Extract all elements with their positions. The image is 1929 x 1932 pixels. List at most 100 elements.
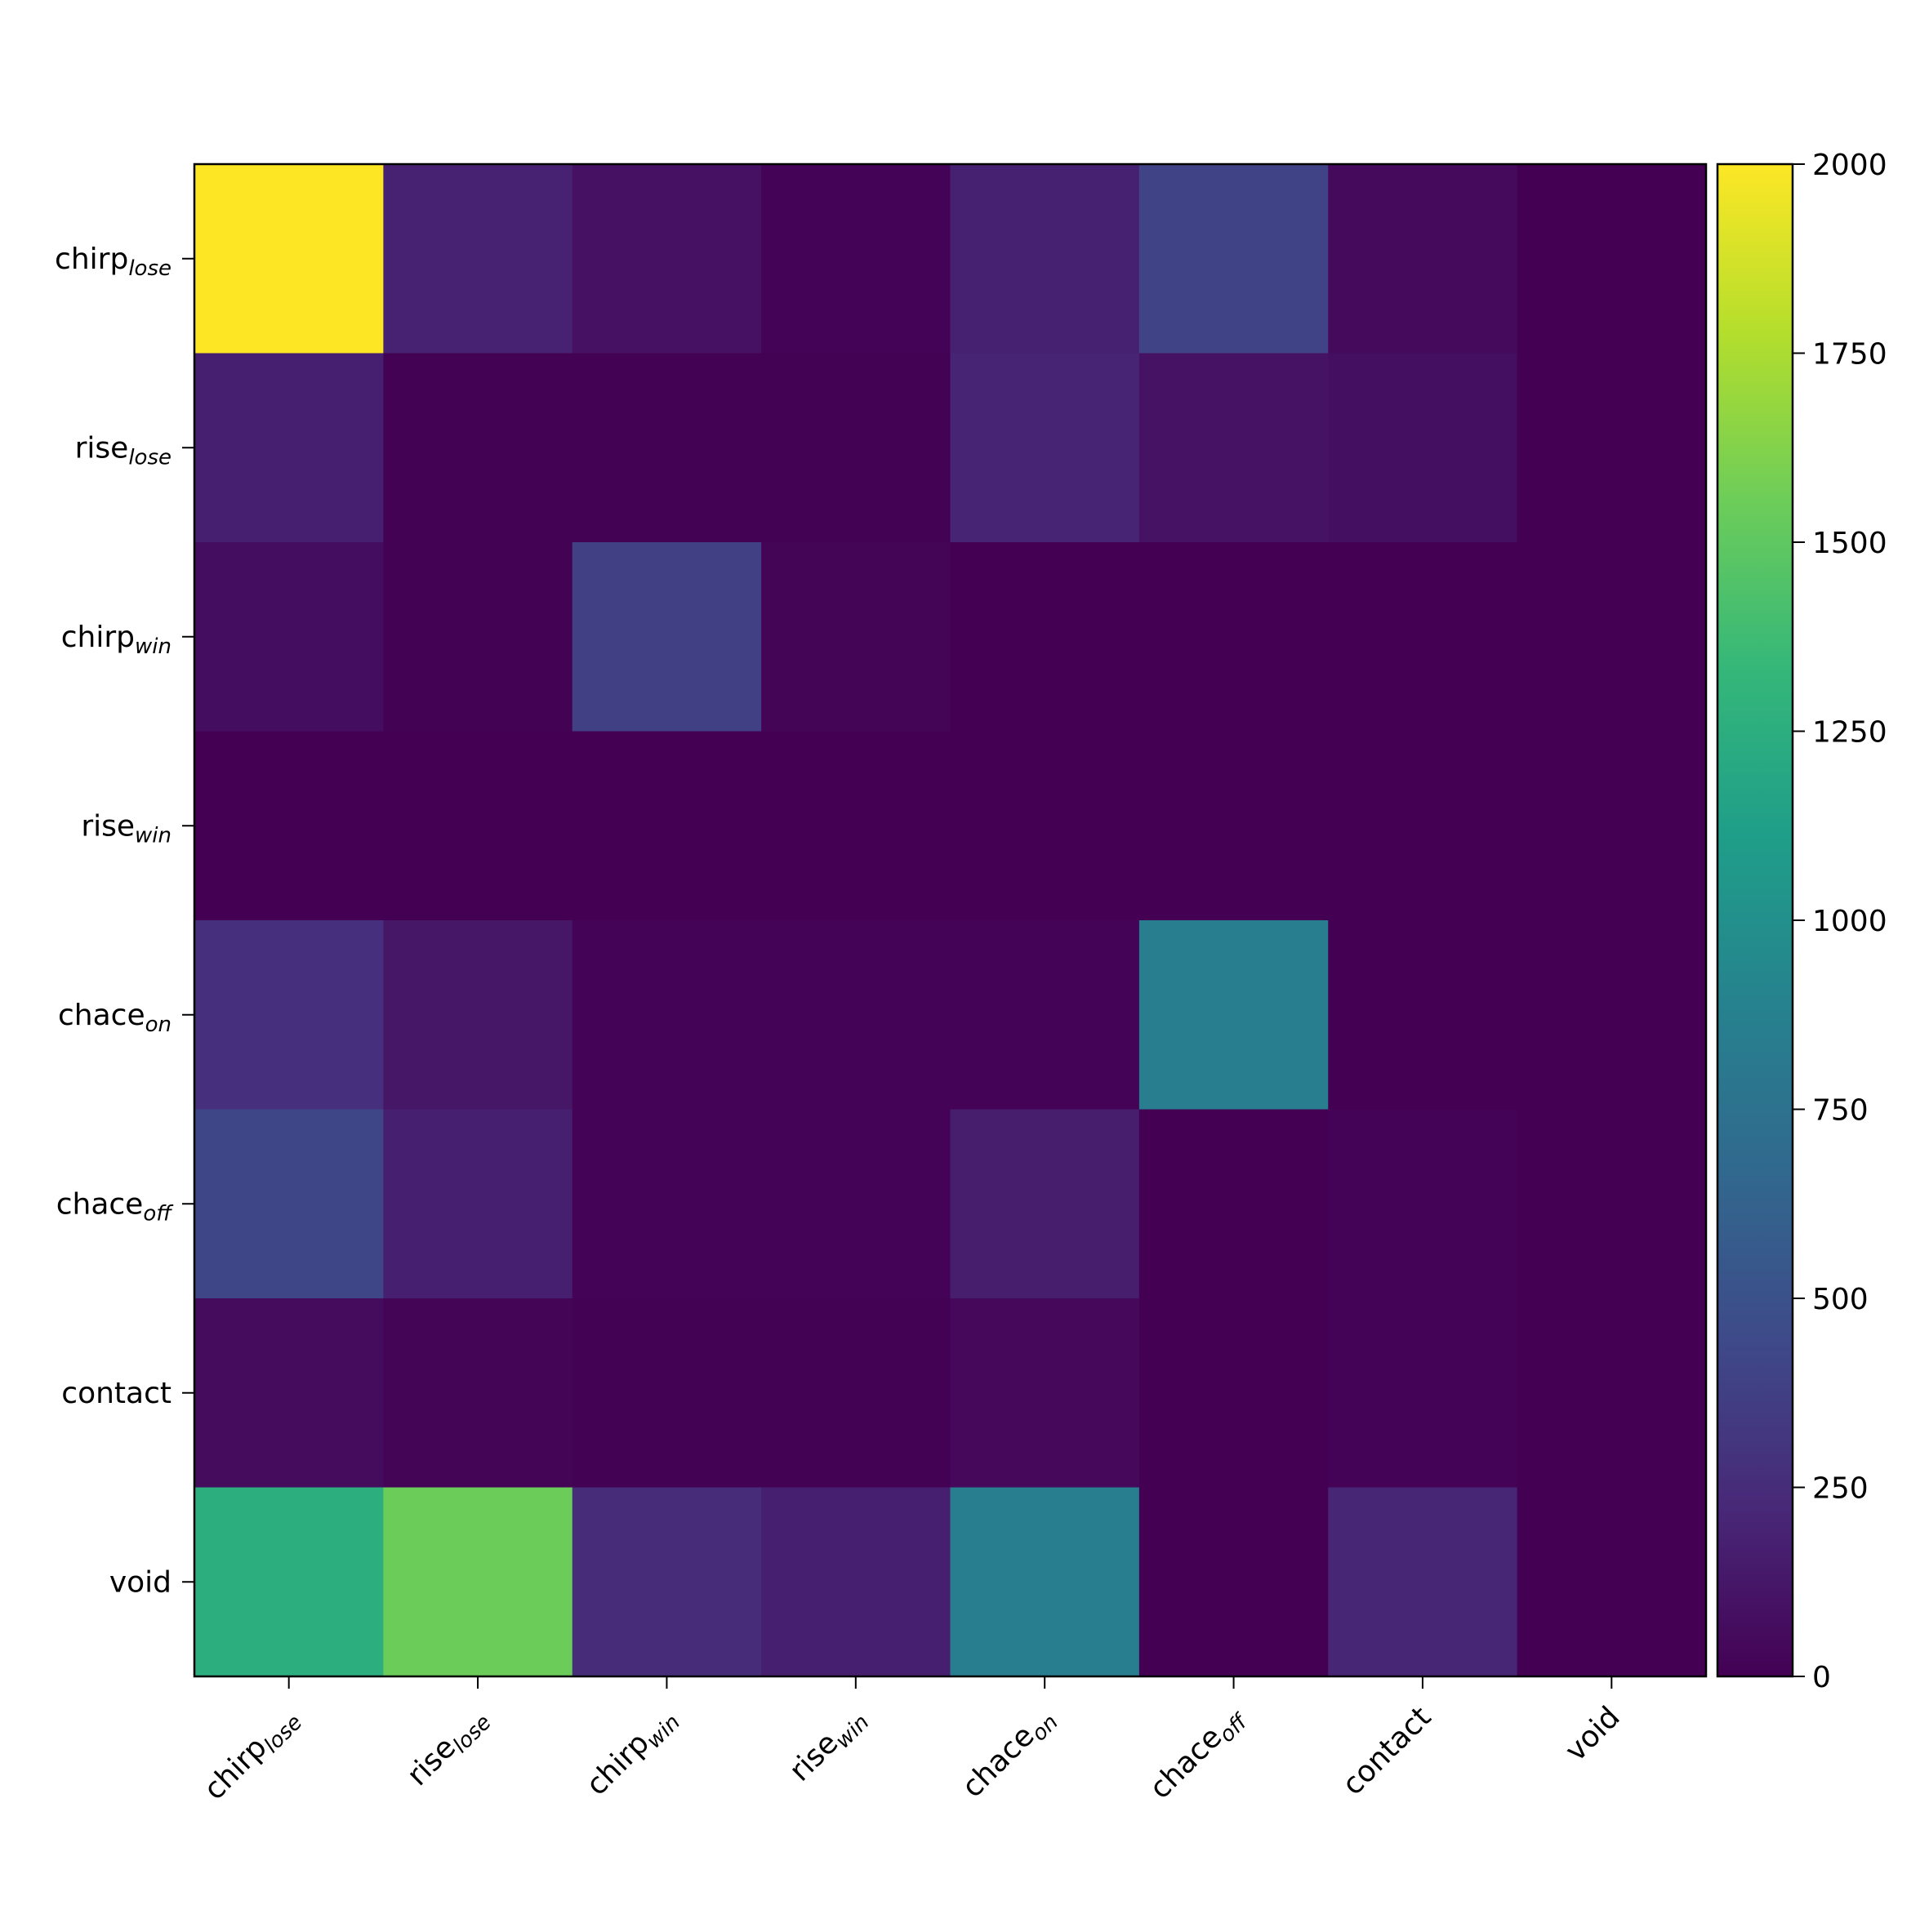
heatmap-cell — [572, 1109, 762, 1299]
y-tick-label: void — [109, 1565, 172, 1599]
heatmap-cell — [383, 542, 573, 732]
heatmap-cell — [1517, 1298, 1707, 1488]
label-text: void — [109, 1565, 172, 1599]
heatmap-cell — [194, 164, 384, 354]
x-tick-label: chirplose — [198, 1700, 307, 1810]
y-tick-label: chirplose — [55, 243, 172, 281]
x-tick-label: chaceoff — [1143, 1698, 1254, 1809]
label-subscript: win — [135, 823, 172, 848]
heatmap-cell — [572, 1298, 762, 1488]
colorbar-tick-label: 1000 — [1812, 905, 1887, 938]
heatmap-cell — [1517, 920, 1707, 1110]
heatmap-cell — [1328, 164, 1518, 354]
heatmap-cell — [1328, 920, 1518, 1110]
heatmap-cell — [572, 164, 762, 354]
y-tick-label: chirpwin — [61, 621, 172, 659]
x-tick-label: risewin — [783, 1700, 875, 1792]
y-tick-label: riselose — [75, 431, 172, 470]
heatmap-cell — [1517, 353, 1707, 543]
colorbar-tick-label: 750 — [1812, 1094, 1869, 1128]
heatmap-cell — [383, 164, 573, 354]
heatmap-cell — [1138, 1487, 1329, 1677]
heatmap-cell — [1138, 731, 1329, 921]
heatmap-cell — [950, 353, 1140, 543]
heatmap-cell — [761, 353, 951, 543]
heatmap-cell — [1328, 1298, 1518, 1488]
label-text: chace — [56, 1187, 144, 1221]
heatmap-cell — [1517, 1487, 1707, 1677]
heatmap-cell — [194, 353, 384, 543]
heatmap-cell — [572, 353, 762, 543]
heatmap-cell — [572, 1487, 762, 1677]
label-text: chace — [1143, 1721, 1228, 1805]
colorbar-tick-label: 0 — [1812, 1661, 1831, 1694]
heatmap-cell — [1138, 542, 1329, 732]
heatmap-cell — [383, 1298, 573, 1488]
heatmap-cell — [1517, 1109, 1707, 1299]
heatmap-cell — [1138, 164, 1329, 354]
heatmap-cell — [1328, 1109, 1518, 1299]
label-text: void — [1559, 1700, 1627, 1768]
heatmap-cell — [1328, 1487, 1518, 1677]
heatmap-cell — [1328, 542, 1518, 732]
label-text: chirp — [55, 243, 128, 276]
heatmap-cell — [383, 1109, 573, 1299]
heatmap-cell — [950, 164, 1140, 354]
heatmap-cell — [194, 1109, 384, 1299]
heatmap-cell — [761, 920, 951, 1110]
label-text: chace — [956, 1719, 1040, 1804]
colorbar-tick-label: 500 — [1812, 1283, 1869, 1316]
x-tick-label: chaceon — [956, 1700, 1063, 1808]
heatmap-cell — [194, 731, 384, 921]
heatmap-cell — [194, 920, 384, 1110]
label-text: rise — [81, 809, 135, 843]
label-subscript: on — [145, 1013, 172, 1037]
x-tick-label: contact — [1336, 1700, 1437, 1801]
label-text: chace — [58, 999, 145, 1032]
heatmap-cell — [194, 1487, 384, 1677]
heatmap-cell — [1138, 353, 1329, 543]
heatmap-cell — [1517, 542, 1707, 732]
heatmap-cell — [1517, 164, 1707, 354]
colorbar-tick-label: 2000 — [1812, 149, 1887, 182]
label-subscript: lose — [128, 256, 172, 281]
heatmap-cell — [572, 920, 762, 1110]
heatmap-cell — [194, 542, 384, 732]
heatmap-cell — [950, 920, 1140, 1110]
y-tick-label: chaceoff — [56, 1187, 175, 1226]
heatmap-cell — [1328, 353, 1518, 543]
heatmap-cell — [950, 1298, 1140, 1488]
label-text: contact — [61, 1377, 172, 1410]
heatmap-cell — [761, 164, 951, 354]
x-tick-label: chirpwin — [580, 1700, 685, 1805]
label-subscript: lose — [128, 445, 172, 470]
x-tick-label: void — [1559, 1700, 1627, 1768]
y-tick-label: chaceon — [58, 999, 172, 1037]
label-text: contact — [1336, 1700, 1437, 1801]
heatmap-cell — [1138, 1298, 1329, 1488]
heatmap-cell — [761, 1109, 951, 1299]
x-tick-label: riselose — [401, 1700, 497, 1796]
heatmap-cell — [1517, 731, 1707, 921]
heatmap-cell — [761, 731, 951, 921]
heatmap-cell — [761, 542, 951, 732]
heatmap-cell — [950, 542, 1140, 732]
heatmap-cell — [194, 1298, 384, 1488]
heatmap-cell — [572, 731, 762, 921]
colorbar-tick-label: 1250 — [1812, 716, 1887, 750]
heatmap-cell — [383, 353, 573, 543]
heatmap-cell — [761, 1487, 951, 1677]
label-subscript: win — [135, 634, 172, 659]
colorbar-tick-label: 1500 — [1812, 527, 1887, 560]
heatmap-cell — [1328, 731, 1518, 921]
heatmap-cell — [383, 731, 573, 921]
heatmap-cell — [1138, 920, 1329, 1110]
heatmap-cell — [761, 1298, 951, 1488]
heatmap-cell — [383, 920, 573, 1110]
colorbar-tick-label: 250 — [1812, 1472, 1869, 1506]
label-text: rise — [75, 431, 129, 465]
heatmap-cell — [383, 1487, 573, 1677]
colorbar — [1716, 162, 1794, 1678]
heatmap-cell — [950, 1109, 1140, 1299]
